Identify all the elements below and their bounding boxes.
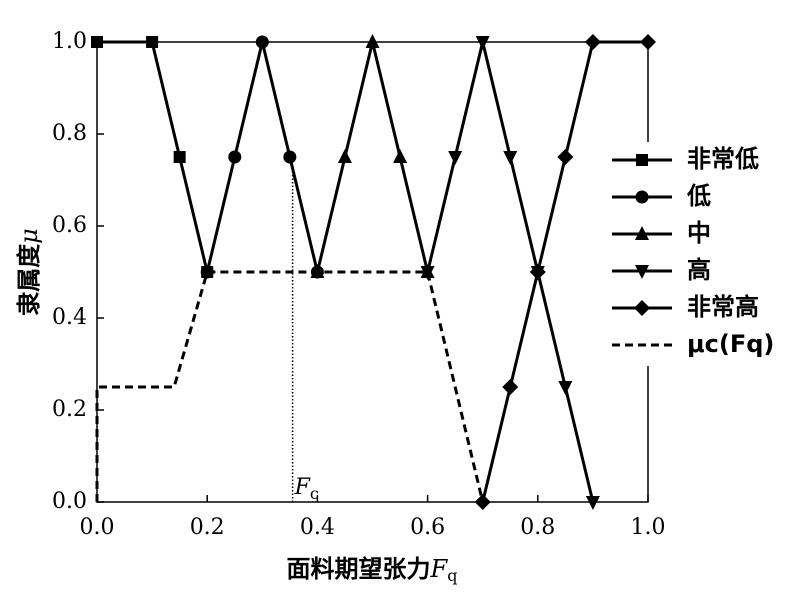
marker [475, 36, 490, 50]
y-tick-label: 0.0 [52, 489, 87, 514]
marker [529, 264, 546, 280]
x-tick-label: 0.4 [300, 515, 335, 540]
x-axis-label: 面料期望张力Fq [287, 555, 458, 585]
marker [640, 34, 656, 50]
marker [585, 496, 600, 510]
series-line [481, 40, 648, 503]
marker [393, 149, 408, 163]
series-line [205, 41, 319, 273]
marker [255, 35, 269, 49]
legend-label: 低 [686, 182, 711, 210]
marker [420, 266, 435, 280]
series-line [315, 41, 430, 273]
marker [557, 149, 574, 165]
y-tick-label: 0.2 [52, 397, 87, 422]
marker [558, 381, 573, 395]
plot-frame [96, 41, 649, 503]
x-label-text: 面料期望张力 [287, 555, 431, 583]
y-axis-label: 隶属度μ [15, 228, 44, 316]
x-label-var: F [430, 555, 449, 583]
marker [91, 36, 103, 48]
annotation-label: Fc [294, 475, 319, 503]
x-tick-label: 0.0 [80, 515, 115, 540]
x-label-sub: q [447, 566, 457, 585]
y-label-var: μ [15, 228, 43, 244]
series-line [95, 270, 485, 503]
marker [474, 494, 491, 510]
legend-label: 非常低 [687, 145, 759, 173]
marker [584, 34, 601, 50]
x-tick-label: 0.6 [410, 515, 445, 540]
series-line [97, 40, 209, 273]
marker [635, 226, 649, 240]
marker [200, 265, 214, 279]
annotation-sub: c [310, 484, 319, 503]
marker [146, 36, 159, 48]
marker [502, 379, 519, 395]
y-tick-label: 0.4 [52, 305, 87, 330]
marker [173, 151, 186, 163]
marker [635, 190, 649, 204]
marker [365, 34, 380, 48]
x-tick-label: 0.8 [520, 515, 555, 540]
marker [634, 300, 650, 316]
legend-label: 非常高 [687, 293, 759, 321]
marker [283, 150, 297, 164]
marker [635, 265, 649, 279]
y-tick-label: 0.6 [52, 213, 87, 238]
marker [337, 149, 352, 163]
y-tick-label: 0.8 [52, 121, 87, 146]
marker [228, 150, 242, 164]
series-line [426, 41, 595, 503]
marker [636, 154, 648, 166]
marker [448, 151, 463, 165]
marker [503, 151, 518, 165]
legend-label: 中 [687, 219, 711, 247]
marker [310, 264, 325, 278]
y-label-text: 隶属度 [15, 243, 43, 316]
x-tick-label: 0.2 [190, 515, 225, 540]
legend-label: 高 [687, 256, 711, 284]
x-tick-label: 1.0 [631, 515, 666, 540]
legend-label: μc(Fq) [687, 330, 774, 358]
legend-background [608, 142, 793, 366]
y-tick-label: 1.0 [52, 29, 87, 54]
annotation-text: F [294, 475, 311, 500]
